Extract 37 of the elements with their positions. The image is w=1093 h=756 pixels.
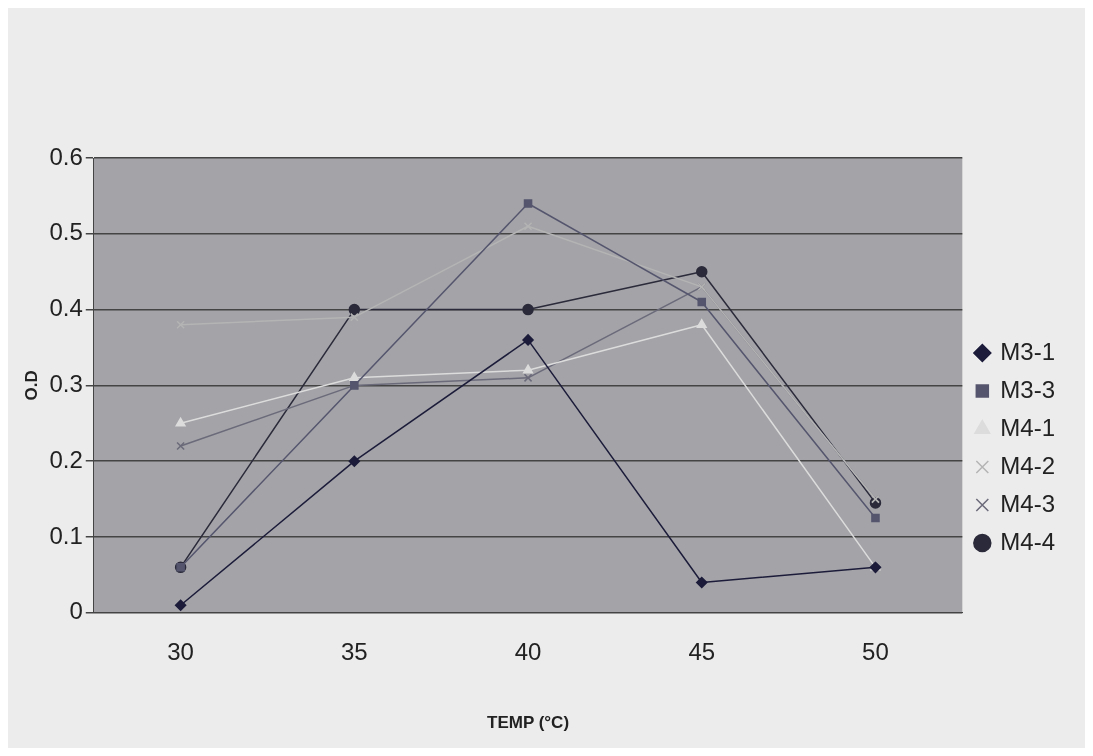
x-tick-label: 40 — [514, 637, 542, 665]
point — [176, 441, 185, 451]
point — [696, 319, 707, 329]
x-tick-label: 30 — [167, 637, 194, 665]
point — [348, 303, 361, 316]
legend-label: M4-4 — [1000, 527, 1056, 555]
y-tick-label: 0.2 — [49, 445, 83, 473]
y-tick-label: 0.4 — [49, 294, 83, 322]
point — [696, 265, 708, 278]
y-tick-label: 0.6 — [49, 142, 83, 170]
x-tick-label: 45 — [688, 637, 716, 665]
point — [350, 312, 359, 322]
point — [175, 417, 186, 427]
legend-label: M4-2 — [1000, 451, 1056, 479]
point — [174, 599, 187, 611]
point — [523, 373, 533, 383]
point — [523, 199, 533, 208]
legend-label: M4-3 — [1000, 489, 1056, 517]
point — [349, 372, 360, 382]
point — [696, 576, 708, 589]
y-tick-label: 0.5 — [49, 218, 83, 246]
y-tick-label: 0.3 — [49, 370, 83, 398]
y-axis-title: O.D — [21, 370, 41, 401]
point — [522, 364, 534, 374]
x-tick-label: 35 — [340, 637, 368, 665]
legend-label: M4-1 — [1000, 413, 1056, 441]
point — [348, 455, 361, 467]
x-tick-label: 50 — [862, 637, 889, 665]
point — [697, 297, 707, 307]
point — [522, 334, 534, 346]
point — [871, 513, 880, 523]
y-tick-label: 0.1 — [49, 521, 83, 549]
point — [522, 303, 534, 316]
y-tick-label: 0 — [69, 597, 83, 625]
legend-label: M3-1 — [1000, 337, 1056, 365]
legend-label: M3-3 — [1000, 375, 1056, 403]
x-axis-title: TEMP (°C) — [487, 713, 570, 733]
